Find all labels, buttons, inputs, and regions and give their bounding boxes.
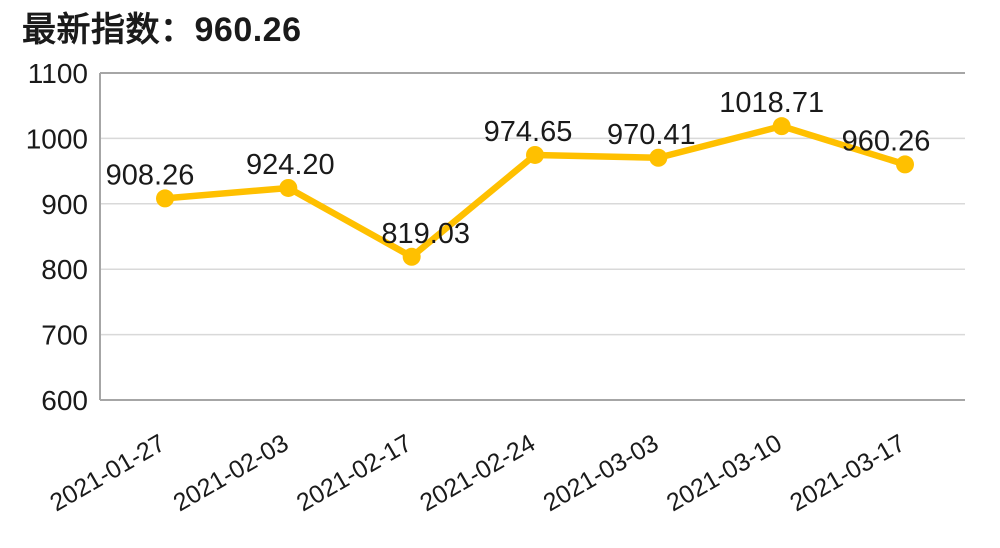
y-axis-tick-label: 900 <box>41 189 88 220</box>
data-point-label: 974.65 <box>484 116 573 148</box>
data-point-marker <box>772 117 791 136</box>
data-point-marker <box>649 148 668 167</box>
x-axis-tick-label: 2021-03-17 <box>785 429 910 517</box>
y-axis-tick-label: 800 <box>41 254 88 285</box>
data-point-marker <box>156 189 174 208</box>
data-point-marker <box>402 247 421 266</box>
x-axis-tick-label: 2021-01-27 <box>45 429 170 517</box>
y-axis-tick-label: 1100 <box>28 58 88 89</box>
data-point-label: 970.41 <box>607 119 696 151</box>
x-axis-tick-label: 2021-02-03 <box>169 429 294 517</box>
data-point-label: 819.03 <box>381 218 470 250</box>
data-point-label: 960.26 <box>842 125 931 157</box>
data-point-label: 908.26 <box>106 159 195 191</box>
y-axis-tick-label: 1000 <box>26 123 88 154</box>
x-axis-tick-label: 2021-02-17 <box>292 429 417 517</box>
data-point-marker <box>896 155 914 174</box>
x-axis-tick-label: 2021-03-10 <box>662 429 787 517</box>
x-axis-tick-label: 2021-02-24 <box>415 429 540 517</box>
data-point-marker <box>526 145 544 164</box>
data-point-label: 924.20 <box>246 149 335 181</box>
chart-title: 最新指数：960.26 <box>22 11 302 49</box>
y-axis-tick-label: 700 <box>41 320 88 351</box>
y-axis-tick-label: 600 <box>41 385 88 416</box>
data-point-marker <box>279 178 298 197</box>
data-point-label: 1018.71 <box>719 87 824 119</box>
x-axis-tick-label: 2021-03-03 <box>539 429 664 517</box>
